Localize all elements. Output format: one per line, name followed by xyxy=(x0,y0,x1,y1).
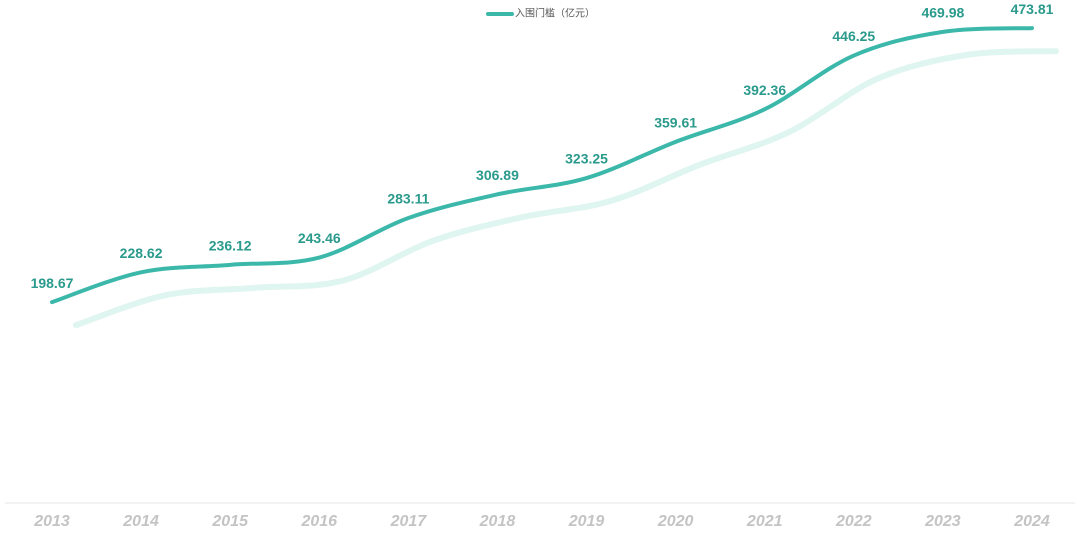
x-tick-label: 2016 xyxy=(300,513,337,530)
x-tick-label: 2015 xyxy=(211,513,249,530)
x-tick-label: 2023 xyxy=(924,513,961,530)
data-label: 323.25 xyxy=(565,151,608,167)
x-tick-label: 2014 xyxy=(122,513,159,530)
line-shadow xyxy=(73,48,1059,329)
data-label: 283.11 xyxy=(387,191,429,207)
x-tick-label: 2017 xyxy=(390,513,428,530)
data-label: 236.12 xyxy=(209,238,252,254)
data-label: 228.62 xyxy=(120,245,163,261)
legend-label: 入围门槛（亿元） xyxy=(515,7,595,20)
data-label: 473.81 xyxy=(1011,1,1054,17)
x-tick-label: 2024 xyxy=(1013,513,1050,530)
x-tick-label: 2022 xyxy=(835,513,872,530)
data-label: 392.36 xyxy=(743,82,786,98)
data-label: 306.89 xyxy=(476,167,519,183)
data-label: 359.61 xyxy=(654,115,697,131)
data-label: 446.25 xyxy=(832,28,875,44)
data-label: 198.67 xyxy=(31,275,74,291)
x-tick-label: 2013 xyxy=(33,513,70,530)
x-tick-label: 2019 xyxy=(568,513,605,530)
line xyxy=(50,26,1034,305)
x-tick-label: 2020 xyxy=(657,513,694,530)
x-tick-label: 2021 xyxy=(746,513,783,530)
x-tick-label: 2018 xyxy=(479,513,516,530)
data-label: 469.98 xyxy=(921,5,964,21)
data-label: 243.46 xyxy=(298,230,341,246)
